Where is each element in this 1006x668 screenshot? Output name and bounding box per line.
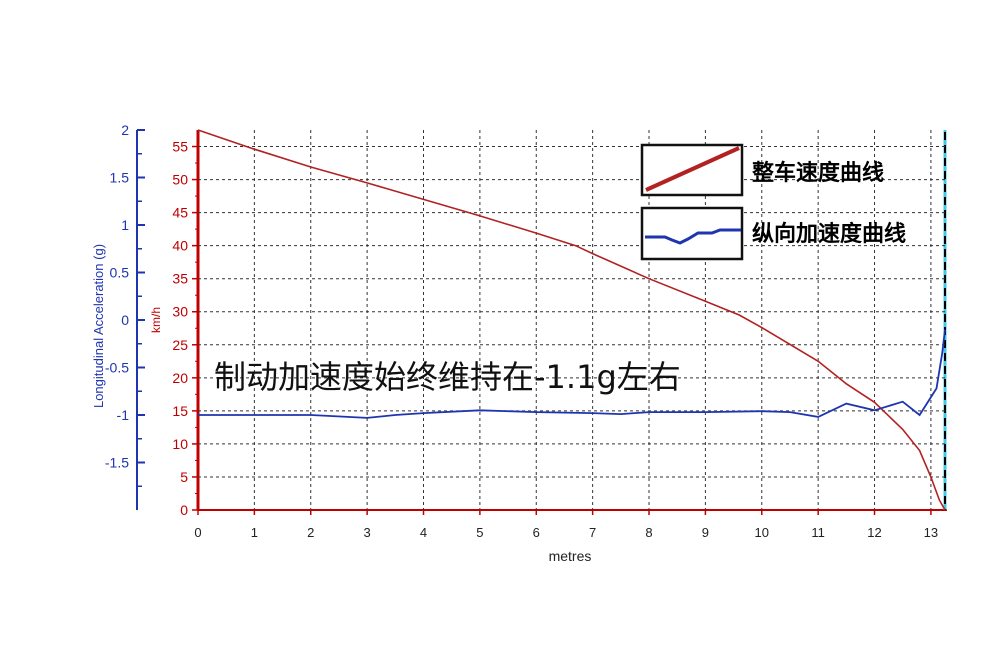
- x-tick-label: 7: [589, 525, 596, 540]
- legend-swatch-acc: [640, 206, 744, 261]
- speed-tick-label: 50: [172, 172, 188, 188]
- acc-tick-label: -1: [117, 407, 130, 423]
- speed-tick-label: 30: [172, 304, 188, 320]
- x-tick-label: 2: [307, 525, 314, 540]
- series-line-acceleration: [198, 329, 946, 419]
- x-tick-label: 9: [702, 525, 709, 540]
- x-tick-label: 8: [645, 525, 652, 540]
- speed-tick-label: 55: [172, 139, 188, 155]
- x-tick-label: 12: [867, 525, 881, 540]
- speed-tick-label: 40: [172, 238, 188, 254]
- speed-tick-label: 0: [180, 502, 188, 518]
- speed-axis-title: km/h: [149, 307, 163, 333]
- legend-label-acc: 纵向加速度曲线: [752, 221, 906, 247]
- acc-tick-label: 0: [121, 312, 129, 328]
- speed-tick-label: 5: [180, 469, 188, 485]
- legend: 整车速度曲线 纵向加速度曲线: [640, 143, 906, 261]
- x-tick-label: 0: [194, 525, 201, 540]
- x-tick-label: 10: [755, 525, 769, 540]
- x-tick-label: 6: [533, 525, 540, 540]
- acc-tick-label: -0.5: [105, 360, 129, 376]
- acc-tick-label: 1: [121, 217, 129, 233]
- acc-tick-label: -1.5: [105, 455, 129, 471]
- legend-label-speed: 整车速度曲线: [752, 160, 884, 186]
- speed-tick-label: 45: [172, 205, 188, 221]
- legend-swatch-speed-line: [645, 146, 740, 192]
- x-tick-label: 1: [251, 525, 258, 540]
- acc-tick-label: 2: [121, 122, 129, 138]
- legend-swatch-acc-line: [645, 228, 741, 245]
- acc-tick-label: 0.5: [110, 265, 130, 281]
- speed-tick-label: 15: [172, 403, 188, 419]
- speed-tick-label: 25: [172, 337, 188, 353]
- x-axis-title: metres: [549, 548, 592, 564]
- speed-tick-label: 20: [172, 370, 188, 386]
- acc-tick-label: 1.5: [110, 170, 130, 186]
- x-tick-label: 3: [364, 525, 371, 540]
- x-tick-label: 13: [924, 525, 938, 540]
- x-tick-label: 5: [476, 525, 483, 540]
- speed-tick-label: 35: [172, 271, 188, 287]
- annotation-text: 制动加速度始终维持在-1.1g左右: [214, 358, 681, 396]
- x-tick-label: 11: [811, 525, 825, 540]
- x-tick-label: 4: [420, 525, 427, 540]
- speed-tick-label: 10: [172, 436, 188, 452]
- series-line-speed: [197, 129, 946, 511]
- acc-axis-title: Longitudinal Acceleration (g): [91, 244, 106, 408]
